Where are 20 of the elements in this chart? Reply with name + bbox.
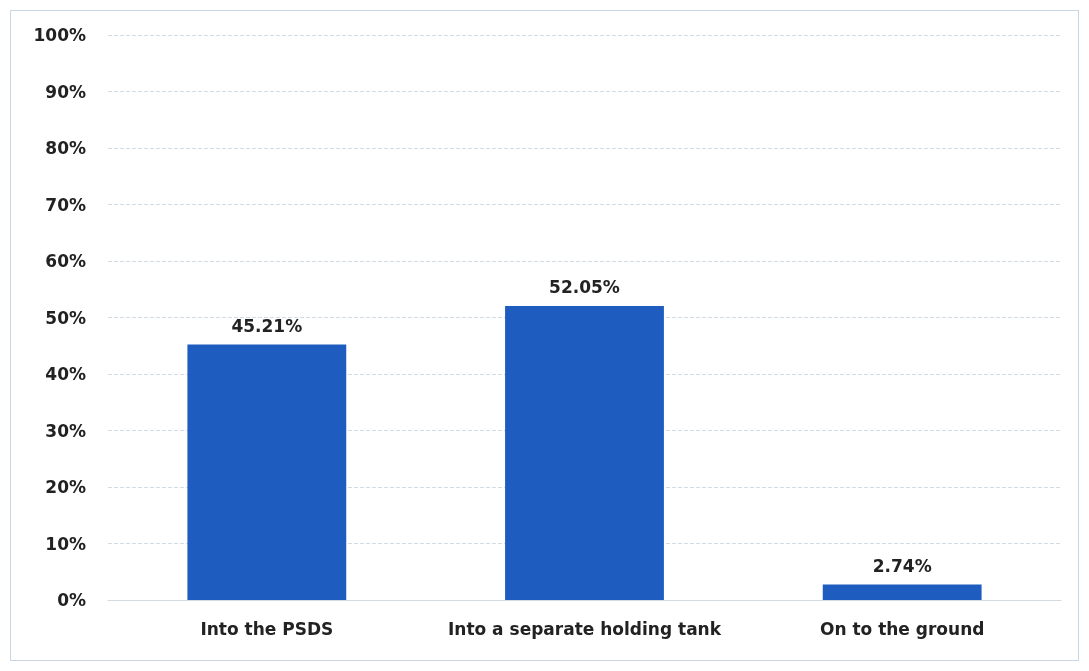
data-label: 2.74% [872,556,932,577]
data-label: 45.21% [231,316,303,337]
y-tick-label: 40% [45,364,86,384]
bar [822,584,982,600]
y-tick-label: 100% [33,25,86,45]
y-tick-label: 90% [45,81,86,102]
x-tick-label: Into the PSDS [200,618,334,639]
bar [505,305,664,600]
y-tick-label: 10% [45,533,86,554]
y-tick-label: 60% [45,251,86,271]
data-label: 52.05% [549,277,620,298]
x-tick-label: Into a separate holding tank [447,618,722,639]
y-tick-label: 20% [45,477,86,497]
y-tick-label: 0% [57,590,86,610]
x-tick-label: On to the ground [819,618,985,639]
y-tick-label: 70% [45,194,86,215]
y-tick-label: 50% [45,307,86,328]
y-tick-label: 80% [45,138,86,158]
bar [187,344,347,600]
y-tick-label: 30% [45,420,86,441]
